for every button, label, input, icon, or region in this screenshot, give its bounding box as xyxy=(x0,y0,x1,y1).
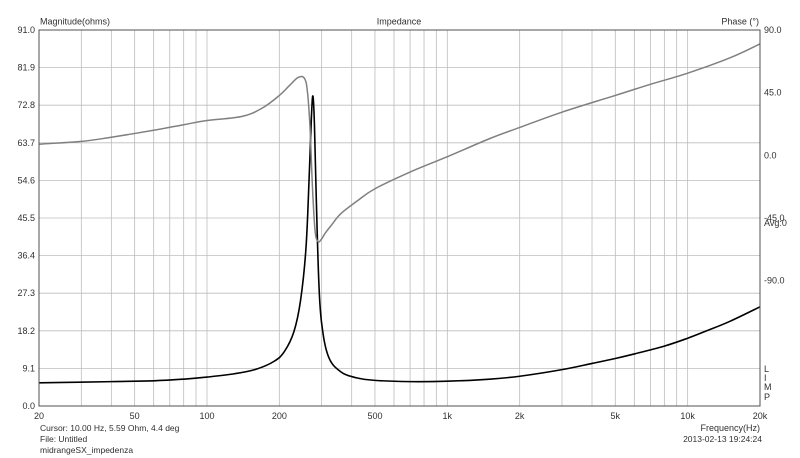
y-left-tick-label: 0.0 xyxy=(22,401,35,411)
y-left-tick-label: 54.6 xyxy=(17,175,35,185)
y-left-tick-label: 9.1 xyxy=(22,363,35,373)
file-label: File: Untitled xyxy=(40,434,88,444)
y-left-tick-label: 45.5 xyxy=(17,213,35,223)
axis-labels: 91.0 81.9 72.8 63.7 54.6 45.5 36.4 27.3 18.2 9.1 0… xyxy=(17,25,786,421)
right-annotation-letter: I xyxy=(764,373,767,383)
y-right-tick-label: 0.0 xyxy=(764,150,777,160)
right-annotation-letter: P xyxy=(764,392,770,402)
cursor-readout: Cursor: 10.00 Hz, 5.59 Ohm, 4.4 deg xyxy=(40,423,180,433)
measurement-name: midrangeSX_impedenza xyxy=(40,445,134,455)
right-annotation-letter: L xyxy=(764,364,769,374)
magnitude-curve xyxy=(38,95,761,384)
timestamp: 2013-02-13 19:24:24 xyxy=(683,434,762,444)
x-tick-label: 100 xyxy=(199,411,214,421)
y-left-tick-label: 72.8 xyxy=(17,100,35,110)
y-right-tick-label: -90.0 xyxy=(764,276,785,286)
y-left-tick-label: 91.0 xyxy=(17,25,35,35)
x-tick-label: 10k xyxy=(680,411,695,421)
y-right-tick-label: 90.0 xyxy=(764,25,782,35)
x-tick-label: 500 xyxy=(367,411,382,421)
y-left-tick-label: 36.4 xyxy=(17,251,35,261)
x-tick-label: 5k xyxy=(611,411,621,421)
x-tick-label: 2k xyxy=(515,411,525,421)
x-tick-label: 50 xyxy=(130,411,140,421)
y-left-tick-label: 81.9 xyxy=(17,63,35,73)
y-left-tick-label: 18.2 xyxy=(17,326,35,336)
right-annotation-avg: Avg:0 xyxy=(764,218,787,228)
right-annotation-letter: M xyxy=(764,382,772,392)
y-left-tick-label: 63.7 xyxy=(17,138,35,148)
x-tick-label: 1k xyxy=(443,411,453,421)
x-tick-label: 200 xyxy=(272,411,287,421)
curves xyxy=(38,43,761,384)
chart-title: Impedance xyxy=(377,17,422,27)
plot-frame xyxy=(38,29,761,407)
y-left-tick-label: 27.3 xyxy=(17,288,35,298)
grid-lines xyxy=(39,30,760,406)
y-right-tick-label: 45.0 xyxy=(764,88,782,98)
x-tick-label: 20 xyxy=(34,411,44,421)
y-right-tick-label: -45.0 xyxy=(764,213,785,223)
y-left-axis-label: Magnitude(ohms) xyxy=(40,17,110,27)
y-right-axis-label: Phase (°) xyxy=(721,17,759,27)
x-axis-label: Frequency(Hz) xyxy=(700,423,760,433)
x-tick-label: 20k xyxy=(753,411,768,421)
phase-curve xyxy=(38,43,761,243)
